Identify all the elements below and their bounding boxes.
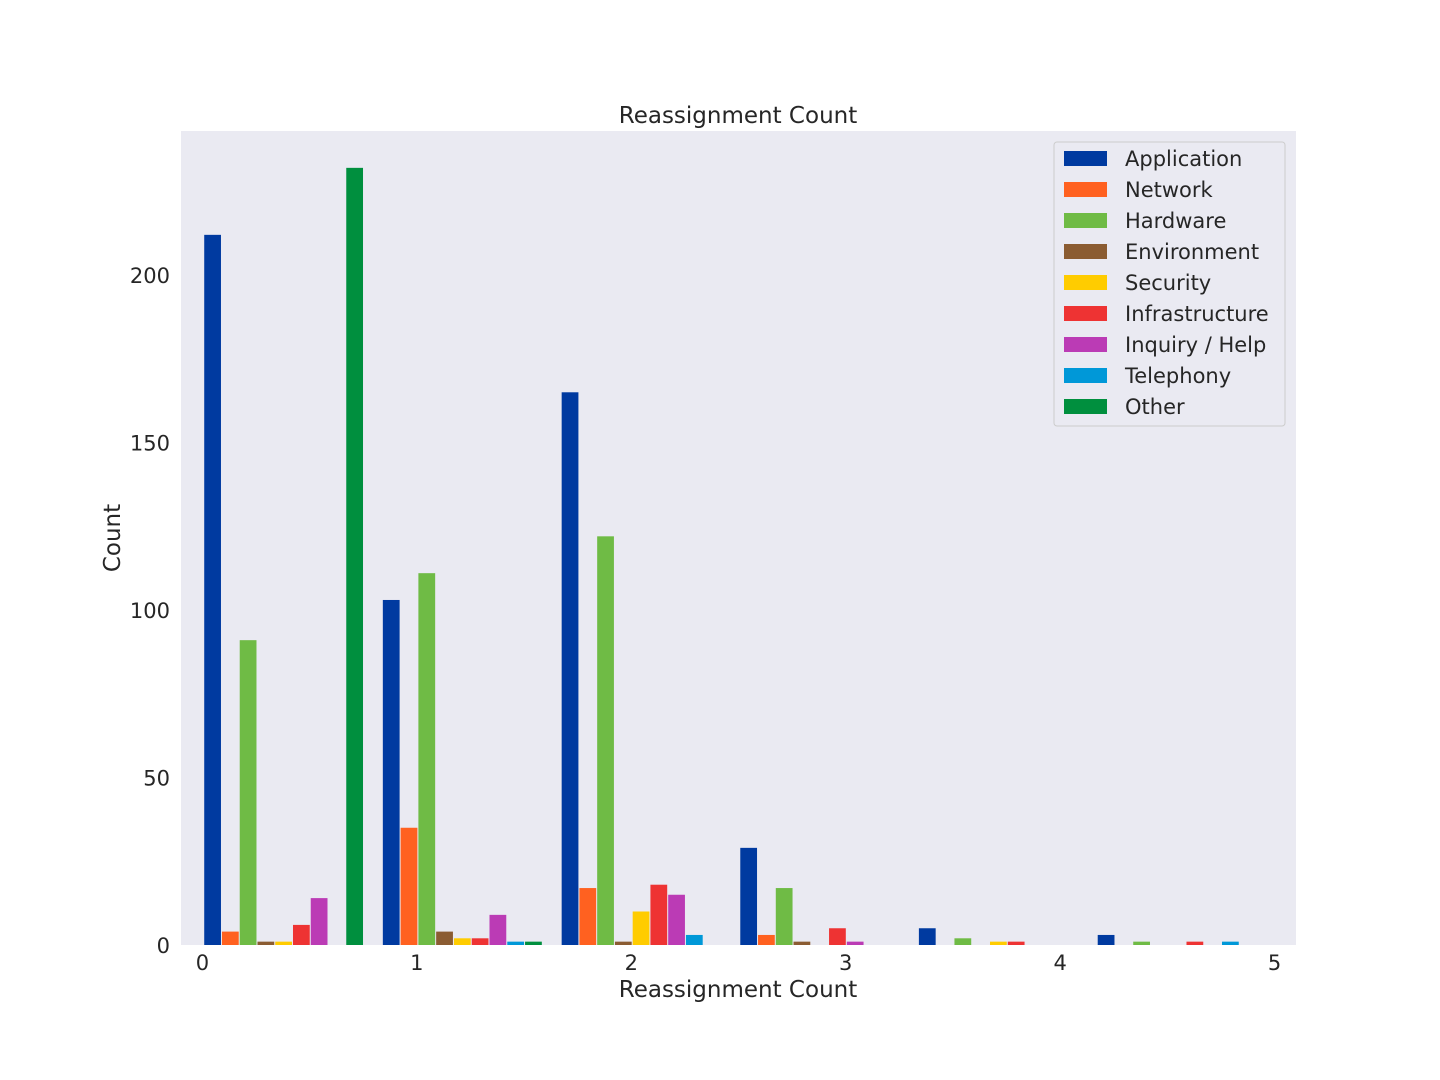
bar-other [346,167,364,946]
legend-label: Network [1125,178,1214,202]
legend-item: Environment [1064,240,1259,264]
bar-other [525,941,542,945]
legend-label: Environment [1125,240,1259,264]
legend-item: Infrastructure [1064,302,1269,326]
legend-swatch [1064,244,1107,259]
legend-swatch [1064,368,1107,383]
bar-hardware [597,536,614,945]
x-tick-label: 4 [1053,951,1066,975]
legend-label: Security [1125,271,1211,295]
bar-network [758,934,775,945]
bar-inquiry-help [846,941,864,945]
bar-infrastructure [829,928,846,945]
bar-security [275,941,292,945]
bar-application [918,928,936,945]
legend-label: Other [1125,395,1185,419]
legend-item: Other [1064,395,1185,419]
y-tick-label: 0 [157,934,170,958]
legend-label: Application [1125,147,1242,171]
bar-environment [614,941,632,945]
bar-network [221,931,239,945]
chart-title: Reassignment Count [619,103,858,129]
legend: Application Network Hardware Environment… [1053,141,1286,427]
bar-network [579,888,597,945]
bar-application [382,599,400,945]
bar-infrastructure [292,924,310,945]
legend-swatch [1064,306,1107,321]
bar-environment [436,931,453,945]
bar-hardware [775,888,793,945]
legend-item: Inquiry / Help [1064,333,1266,357]
y-tick-label: 200 [130,264,170,288]
bar-inquiry-help [489,914,507,945]
bar-application [1097,934,1115,945]
legend-swatch [1064,182,1107,197]
legend-label: Inquiry / Help [1125,333,1266,357]
bar-application [561,392,579,945]
bar-security [453,938,471,945]
legend-swatch [1064,337,1107,352]
y-tick-label: 50 [143,767,170,791]
y-tick-label: 150 [130,432,170,456]
y-tick-label: 100 [130,599,170,623]
legend-item: Network [1064,178,1214,202]
bar-security [989,941,1007,945]
bar-hardware [239,640,257,945]
bar-infrastructure [1186,941,1204,945]
legend-swatch [1064,399,1107,414]
legend-swatch [1064,275,1107,290]
legend-swatch [1064,213,1107,228]
bar-infrastructure [650,884,668,945]
x-tick-label: 1 [410,951,423,975]
x-tick-label: 3 [839,951,852,975]
bar-hardware [1133,941,1150,945]
legend-label: Telephony [1124,364,1231,388]
legend-label: Hardware [1125,209,1226,233]
bar-application [740,847,758,945]
x-tick-label: 5 [1268,951,1281,975]
legend-item: Hardware [1064,209,1226,233]
bars-layer [204,167,1239,946]
bar-environment [257,941,275,945]
bar-infrastructure [1007,941,1025,945]
x-axis-label: Reassignment Count [619,977,858,1003]
legend-item: Security [1064,271,1211,295]
bar-inquiry-help [668,894,685,945]
legend-item: Telephony [1064,364,1231,388]
bar-telephony [1222,941,1239,945]
legend-box [1053,141,1286,427]
x-tick-label: 2 [625,951,638,975]
bar-inquiry-help [310,898,328,945]
bar-telephony [685,934,703,945]
bar-network [400,827,418,945]
bar-security [632,911,650,945]
bar-infrastructure [471,938,489,945]
bar-environment [793,941,811,945]
legend-item: Application [1064,147,1242,171]
x-tick-label: 0 [196,951,209,975]
bar-hardware [418,573,436,945]
legend-label: Infrastructure [1125,302,1269,326]
bar-hardware [954,938,972,945]
y-ticks: 0 50 100 150 200 [130,264,170,958]
x-ticks: 0 1 2 3 4 5 [196,951,1281,975]
y-axis-label: Count [100,504,126,572]
legend-swatch [1064,151,1107,166]
bar-telephony [507,941,525,945]
bar-application [204,234,221,945]
